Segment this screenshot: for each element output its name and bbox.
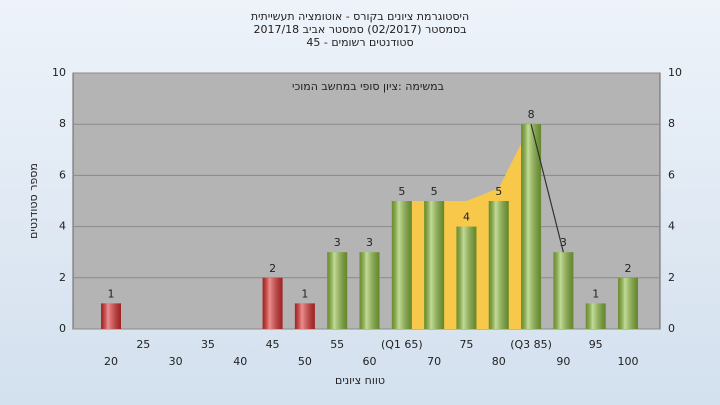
y2-tick-label: 0 [668, 322, 675, 335]
y-tick-label: 0 [59, 322, 66, 335]
y2-tick-label: 6 [668, 168, 675, 181]
data-label: 2 [269, 262, 276, 275]
x-tick-label: (Q3 85) [510, 338, 552, 351]
bar-shine [585, 303, 606, 329]
data-label: 1 [108, 287, 115, 300]
x-tick-label: 100 [618, 355, 639, 368]
trend-line [530, 124, 564, 253]
y-tick-label: 2 [59, 271, 66, 284]
x-tick-label: 20 [104, 355, 118, 368]
x-tick-label: 35 [201, 338, 215, 351]
y-tick-label: 10 [52, 66, 66, 79]
data-label: 3 [560, 236, 567, 249]
y-tick-label: 6 [59, 168, 66, 181]
data-label: 1 [301, 287, 308, 300]
title-line: סטודנטים רשומים - 45 [306, 36, 413, 49]
data-label: 5 [495, 185, 502, 198]
y-axis-label: מספר סטודנטים [27, 163, 40, 239]
y2-tick-label: 4 [668, 220, 675, 233]
bar-shine [456, 226, 477, 329]
y2-tick-label: 8 [668, 117, 675, 130]
y-tick-label: 8 [59, 117, 66, 130]
title-line: היסטוגרמת ציונים בקורס - אוטומציה תעשיית… [251, 10, 469, 23]
title-line: בסמסטר (02/2017) סמסטר אביב 2017/18 [253, 23, 466, 36]
y2-tick-label: 10 [668, 66, 682, 79]
data-label: 3 [366, 236, 373, 249]
annotation: במשימה :ציון סופי במחשב המוכי [292, 80, 444, 93]
x-tick-label: 60 [363, 355, 377, 368]
x-tick-label: 50 [298, 355, 312, 368]
bar-shine [101, 303, 121, 329]
bar-shine [294, 303, 315, 329]
x-tick-label: 30 [169, 355, 183, 368]
x-tick-label: (Q1 65) [381, 338, 423, 351]
y2-tick-label: 2 [668, 271, 675, 284]
x-tick-label: 95 [589, 338, 603, 351]
x-tick-label: 40 [233, 355, 247, 368]
y-tick-label: 4 [59, 220, 66, 233]
x-tick-label: 45 [266, 338, 280, 351]
x-tick-label: 80 [492, 355, 506, 368]
data-label: 3 [334, 236, 341, 249]
data-label: 8 [528, 108, 535, 121]
x-axis-label: טווח ציונים [335, 374, 385, 387]
data-label: 5 [398, 185, 405, 198]
bar-shine [618, 277, 638, 329]
bar-shine [327, 252, 348, 329]
data-label: 1 [592, 287, 599, 300]
x-tick-label: 25 [136, 338, 150, 351]
bar-shine [521, 124, 542, 329]
bar-shine [391, 201, 412, 329]
x-tick-label: 90 [556, 355, 570, 368]
data-label: 4 [463, 211, 470, 224]
data-label: 5 [431, 185, 438, 198]
bar-shine [359, 252, 380, 329]
bar-shine [488, 201, 509, 329]
x-tick-label: 55 [330, 338, 344, 351]
bar-shine [553, 252, 574, 329]
x-tick-label: 70 [427, 355, 441, 368]
data-label: 2 [625, 262, 632, 275]
bar-shine [424, 201, 445, 329]
x-tick-label: 75 [459, 338, 473, 351]
bar-shine [262, 277, 283, 329]
